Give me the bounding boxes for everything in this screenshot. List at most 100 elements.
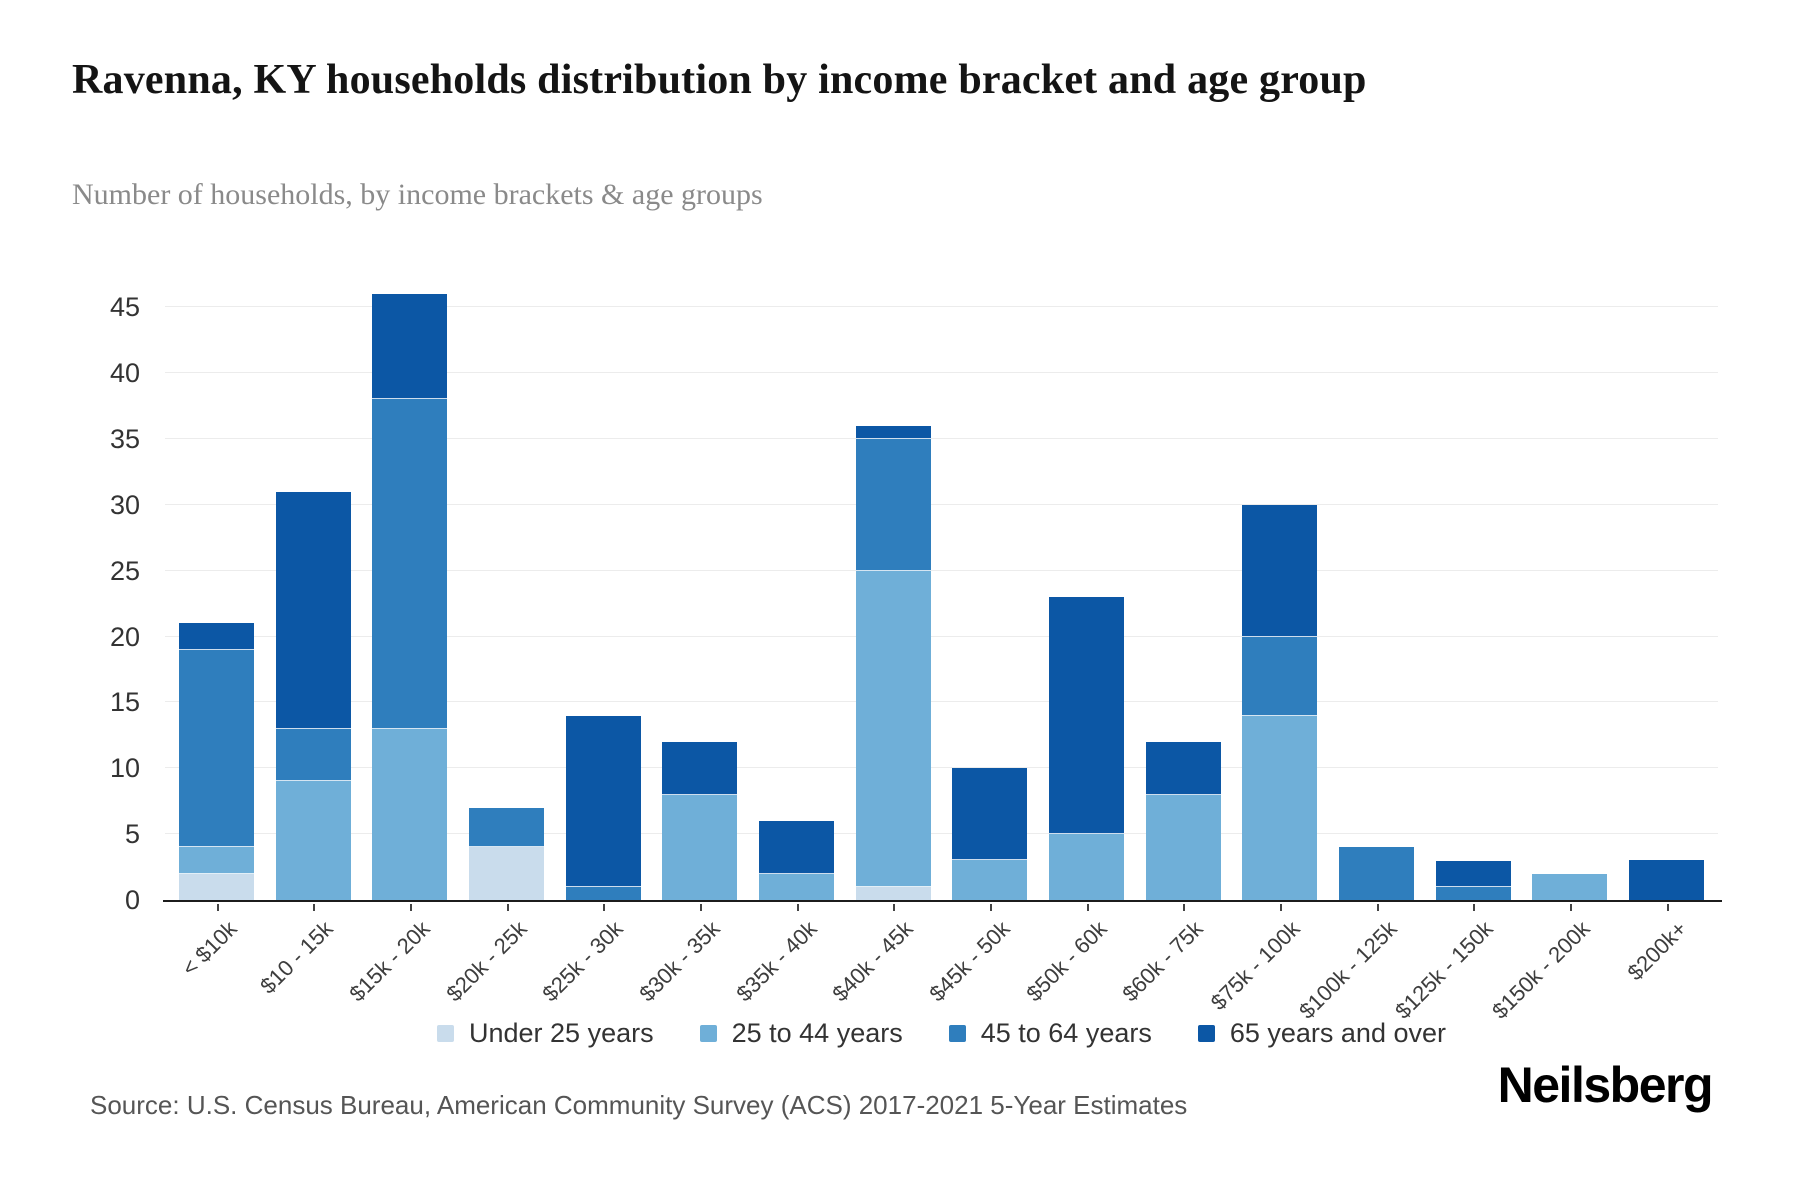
bar-segment[interactable] xyxy=(179,623,254,650)
brand-logo: Neilsberg xyxy=(1497,1057,1714,1113)
x-axis-tick xyxy=(893,904,896,911)
legend-item[interactable]: Under 25 years xyxy=(437,1018,654,1049)
x-axis-tick-label: $30k - 35k xyxy=(634,916,725,1007)
x-axis-tick-label: $15k - 20k xyxy=(344,916,435,1007)
chart-title: Ravenna, KY households distribution by i… xyxy=(72,57,1367,103)
x-axis-tick xyxy=(1376,904,1379,911)
x-axis-tick xyxy=(1086,904,1089,911)
bar-segment[interactable] xyxy=(855,438,931,571)
bar-segment[interactable] xyxy=(372,399,448,729)
bar-$150k - 200k[interactable] xyxy=(1532,873,1608,900)
bar-segment[interactable] xyxy=(179,649,254,848)
bar-$15k - 20k[interactable] xyxy=(372,294,448,900)
bar-$50k - 60k[interactable] xyxy=(1049,597,1124,900)
bar-segment[interactable] xyxy=(1629,860,1704,900)
gridline xyxy=(165,569,1718,571)
bar-segment[interactable] xyxy=(1435,860,1511,887)
gridline xyxy=(165,306,1718,308)
bar-segment[interactable] xyxy=(275,728,351,782)
bar-$20k - 25k[interactable] xyxy=(469,807,544,900)
bar-segment[interactable] xyxy=(372,728,448,900)
gridline xyxy=(165,701,1718,703)
bar-segment[interactable] xyxy=(759,873,834,900)
bar-segment[interactable] xyxy=(179,847,254,874)
legend-swatch-icon xyxy=(948,1025,966,1042)
bar-segment[interactable] xyxy=(565,886,641,900)
bar-segment[interactable] xyxy=(662,741,738,795)
y-axis-tick-label: 15 xyxy=(109,687,140,718)
bar-segment[interactable] xyxy=(662,794,738,900)
x-axis-tick-label: $125k - 150k xyxy=(1390,916,1498,1024)
legend-label: 65 years and over xyxy=(1229,1018,1446,1048)
x-axis-tick-label: $50k - 60k xyxy=(1020,916,1112,1007)
bar-$75k - 100k[interactable] xyxy=(1242,504,1318,900)
bar-$35k - 40k[interactable] xyxy=(759,820,834,900)
bar-segment[interactable] xyxy=(855,570,931,887)
legend-item[interactable]: 65 years and over xyxy=(1197,1018,1446,1049)
legend-item[interactable]: 45 to 64 years xyxy=(948,1018,1152,1049)
bar-segment[interactable] xyxy=(1049,834,1124,900)
bar-segment[interactable] xyxy=(1049,597,1124,835)
x-axis-tick-label: $25k - 30k xyxy=(537,916,628,1007)
bar-$125k - 150k[interactable] xyxy=(1435,860,1511,900)
x-axis-tick xyxy=(506,904,509,911)
x-axis-tick-label: $75k - 100k xyxy=(1205,916,1305,1015)
y-axis-tick-label: 20 xyxy=(109,621,140,652)
y-axis-tick-label: 45 xyxy=(109,292,140,323)
gridline xyxy=(165,767,1718,769)
bar-$10 - 15k[interactable] xyxy=(275,491,351,900)
bar-segment[interactable] xyxy=(759,820,834,874)
bar-segment[interactable] xyxy=(469,807,544,848)
bar-segment[interactable] xyxy=(1242,504,1318,637)
y-axis-tick-label: 30 xyxy=(109,489,140,520)
bar-< $10k[interactable] xyxy=(179,623,254,900)
bar-segment[interactable] xyxy=(1339,847,1414,900)
x-axis-tick-label: $150k - 200k xyxy=(1486,916,1595,1024)
x-axis-tick xyxy=(313,904,316,911)
bar-$60k - 75k[interactable] xyxy=(1145,741,1221,900)
bar-segment[interactable] xyxy=(855,886,931,900)
bar-segment[interactable] xyxy=(1145,794,1221,900)
legend: Under 25 years 25 to 44 years 45 to 64 yea… xyxy=(165,1018,1718,1049)
bar-$200k+[interactable] xyxy=(1629,860,1704,900)
chart-subtitle: Number of households, by income brackets… xyxy=(72,178,763,211)
bar-segment[interactable] xyxy=(1242,715,1318,900)
bar-$25k - 30k[interactable] xyxy=(565,715,641,900)
bar-segment[interactable] xyxy=(952,860,1028,900)
x-axis-tick xyxy=(989,904,992,911)
x-axis-tick-label: $20k - 25k xyxy=(440,916,532,1007)
gridline xyxy=(165,503,1718,505)
bar-$30k - 35k[interactable] xyxy=(662,741,738,900)
bar-segment[interactable] xyxy=(1532,873,1608,900)
legend-swatch-icon xyxy=(437,1025,454,1042)
bar-segment[interactable] xyxy=(1435,886,1511,900)
x-axis-tick-label: $35k - 40k xyxy=(730,916,822,1007)
bar-$100k - 125k[interactable] xyxy=(1339,847,1414,900)
bar-segment[interactable] xyxy=(275,781,351,900)
bar-segment[interactable] xyxy=(179,873,254,900)
bar-segment[interactable] xyxy=(1242,636,1318,716)
bar-segment[interactable] xyxy=(952,768,1028,861)
bar-segment[interactable] xyxy=(565,715,641,887)
x-axis-tick xyxy=(1473,904,1476,911)
x-axis-tick xyxy=(1183,904,1186,911)
legend-swatch-icon xyxy=(1197,1025,1215,1042)
bar-segment[interactable] xyxy=(469,847,544,900)
x-axis-tick-label: < $10k xyxy=(176,916,242,981)
bar-segment[interactable] xyxy=(855,425,931,439)
x-axis-tick xyxy=(1569,904,1572,911)
x-axis-tick-label: $60k - 75k xyxy=(1117,916,1208,1007)
bar-segment[interactable] xyxy=(1145,741,1221,795)
legend-item[interactable]: 25 to 44 years xyxy=(699,1018,903,1049)
x-axis-tick xyxy=(796,904,799,911)
gridline xyxy=(165,833,1718,835)
x-axis-tick xyxy=(1666,904,1669,911)
bar-$45k - 50k[interactable] xyxy=(952,768,1028,900)
bar-segment[interactable] xyxy=(275,491,351,729)
bar-$40k - 45k[interactable] xyxy=(855,425,931,900)
bar-segment[interactable] xyxy=(372,294,448,400)
x-axis-tick-label: $45k - 50k xyxy=(924,916,1015,1007)
y-axis-tick-label: 40 xyxy=(109,358,140,388)
x-axis-tick-label: $100k - 125k xyxy=(1293,916,1402,1024)
